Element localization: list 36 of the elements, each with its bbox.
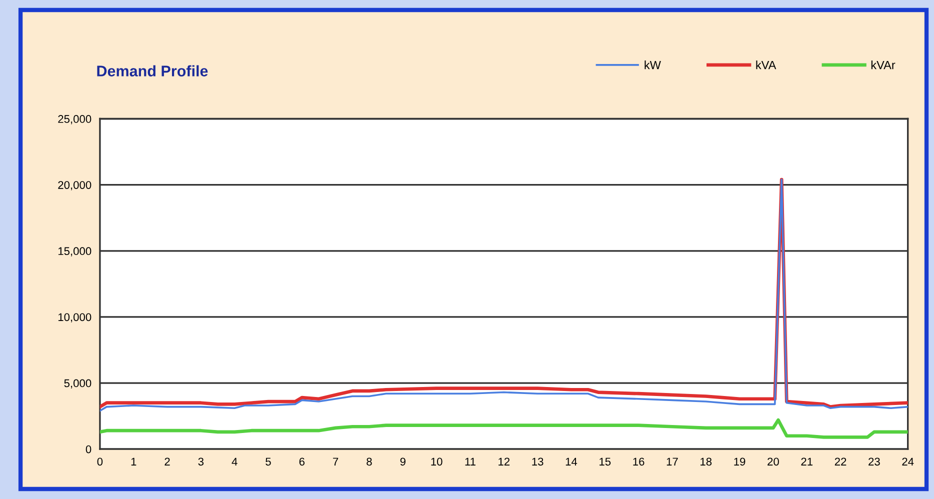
x-tick-label: 16 <box>633 458 644 466</box>
x-tick-label: 20 <box>768 458 779 466</box>
x-tick-label: 19 <box>734 458 746 466</box>
x-tick-label: 21 <box>801 458 812 466</box>
y-tick-label: 20,000 <box>58 181 92 190</box>
x-tick-label: 1 <box>131 458 136 466</box>
x-tick-label: 15 <box>600 458 611 466</box>
x-tick-label: 2 <box>164 458 170 466</box>
x-tick-label: 13 <box>532 458 544 466</box>
x-tick-label: 24 <box>902 458 914 466</box>
y-tick-label: 10,000 <box>58 313 92 322</box>
legend-label: kVA <box>756 60 776 70</box>
legend-label: kW <box>644 60 661 70</box>
y-tick-label: 25,000 <box>58 115 92 124</box>
x-tick-label: 23 <box>868 458 880 466</box>
y-tick-label: 0 <box>86 445 92 454</box>
x-tick-label: 10 <box>431 458 442 466</box>
x-tick-label: 0 <box>97 458 103 466</box>
y-tick-label: 15,000 <box>58 247 92 256</box>
x-tick-label: 3 <box>198 458 204 466</box>
x-tick-label: 8 <box>366 458 372 466</box>
x-tick-label: 22 <box>834 458 846 466</box>
line-series <box>100 418 908 439</box>
x-tick-label: 4 <box>232 458 238 466</box>
legend-label: kVAr <box>871 60 896 70</box>
x-tick-label: 7 <box>333 458 338 466</box>
x-tick-label: 9 <box>400 458 406 466</box>
x-tick-label: 17 <box>666 458 678 466</box>
y-tick-label: 5,000 <box>64 379 92 388</box>
x-tick-label: 18 <box>700 458 712 466</box>
chart-title: Demand Profile <box>97 65 208 76</box>
x-tick-label: 6 <box>299 458 305 466</box>
x-tick-label: 11 <box>465 458 476 466</box>
x-tick-label: 14 <box>566 458 578 466</box>
x-tick-label: 12 <box>498 458 510 466</box>
x-tick-label: 5 <box>266 458 271 466</box>
